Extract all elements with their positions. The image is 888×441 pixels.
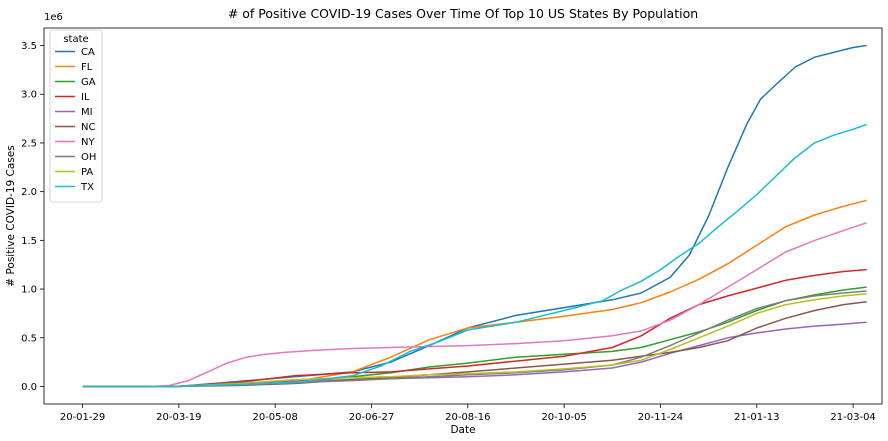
- series-line-tx: [82, 123, 867, 388]
- legend-label-pa: PA: [81, 167, 93, 178]
- x-axis-label: Date: [450, 424, 475, 436]
- chart-title: # of Positive COVID-19 Cases Over Time O…: [228, 6, 698, 21]
- legend-label-nc: NC: [81, 122, 95, 133]
- y-tick-label: 1.5: [21, 236, 37, 247]
- series-line-pa: [149, 293, 867, 388]
- y-tick-label: 2.5: [21, 138, 37, 149]
- legend-label-ny: NY: [81, 137, 95, 148]
- y-axis: 0.0 0.5 1.0 1.5 2.0 2.5 3.0 3.5: [21, 41, 44, 393]
- x-tick-label: 21-03-04: [830, 412, 875, 423]
- series-line-fl: [82, 199, 867, 388]
- x-tick-label: 20-06-27: [349, 412, 394, 423]
- x-tick-label: 20-05-08: [252, 412, 297, 423]
- series-line-il: [82, 268, 867, 388]
- series-line-ca: [82, 44, 867, 388]
- y-tick-label: 0.5: [21, 333, 37, 344]
- y-tick-label: 2.0: [21, 187, 37, 198]
- y-tick-label: 0.0: [21, 382, 37, 393]
- legend: state CA FL GA IL MI NC NY OH PA TX: [49, 29, 103, 203]
- series-lines: [82, 44, 867, 388]
- plot-frame: [43, 27, 883, 405]
- y-tick-label: 3.5: [21, 41, 37, 52]
- legend-label-mi: MI: [81, 107, 93, 118]
- x-tick-label: 20-11-24: [638, 412, 683, 423]
- y-tick-label: 3.0: [21, 90, 37, 101]
- legend-label-ca: CA: [81, 47, 95, 58]
- y-axis-label: # Positive COVID-19 Cases: [5, 145, 17, 286]
- x-tick-label: 20-01-29: [60, 412, 105, 423]
- legend-box: [49, 29, 103, 203]
- x-tick-label: 20-08-16: [445, 412, 490, 423]
- legend-label-oh: OH: [81, 152, 96, 163]
- x-tick-label: 21-01-13: [734, 412, 779, 423]
- legend-title: state: [63, 34, 88, 45]
- y-offset-text: 1e6: [44, 12, 63, 23]
- legend-label-ga: GA: [81, 77, 96, 88]
- series-line-mi: [149, 321, 867, 388]
- x-tick-label: 20-03-19: [156, 412, 201, 423]
- legend-label-fl: FL: [81, 62, 93, 73]
- x-axis: 20-01-29 20-03-19 20-05-08 20-06-27 20-08-16…: [60, 404, 876, 423]
- x-tick-label: 20-10-05: [541, 412, 586, 423]
- legend-label-tx: TX: [80, 182, 94, 193]
- series-line-ny: [149, 222, 867, 388]
- legend-label-il: IL: [81, 92, 90, 103]
- y-tick-label: 1.0: [21, 285, 37, 296]
